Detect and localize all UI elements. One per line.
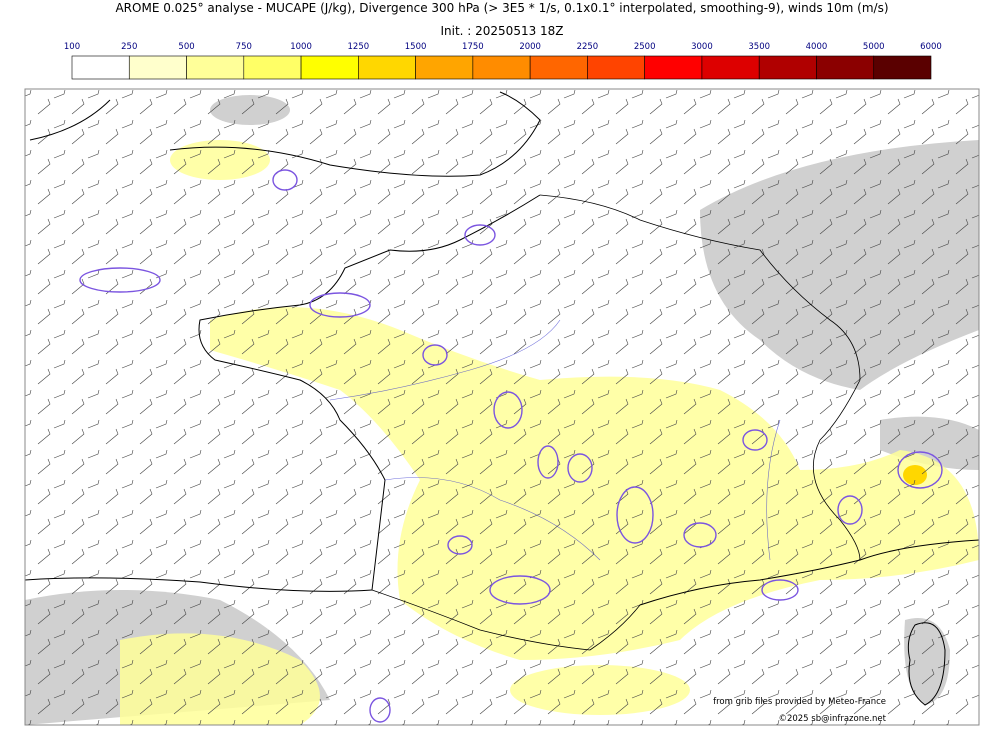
colorbar-level: 1250: [348, 42, 370, 52]
rivers: [329, 319, 781, 561]
map-title: AROME 0.025° analyse - MUCAPE (J/kg), Di…: [115, 1, 888, 15]
colorbar-level: 3500: [748, 42, 770, 52]
colorbar-level: 1500: [405, 42, 427, 52]
colorbar-level: 6000: [920, 42, 942, 52]
map-area: from grib files provided by Meteo-France…: [25, 89, 979, 725]
map-frame: [24, 88, 980, 726]
copyright: ©2025 sb@infrazone.net: [778, 714, 886, 724]
colorbar-level: 1000: [290, 42, 312, 52]
colorbar-level: 1750: [462, 42, 484, 52]
divergence-contours: [79, 169, 943, 723]
colorbar-level: 3000: [691, 42, 713, 52]
borders: [371, 194, 861, 651]
colorbar-level: 2250: [577, 42, 599, 52]
colorbar-bin: [71, 55, 130, 80]
colorbar-level: 250: [121, 42, 137, 52]
colorbar-level: 100: [64, 42, 80, 52]
colorbar-bin: [758, 55, 817, 80]
colorbar-level: 750: [236, 42, 252, 52]
colorbar-bin: [587, 55, 645, 80]
wind-barbs: [25, 89, 979, 725]
colorbar: 100 250 500 750 1000 1250 1500 1750 2000 2250 2500…: [64, 42, 942, 80]
colorbar-level: 500: [178, 42, 194, 52]
colorbar-bin: [415, 55, 474, 80]
colorbar-bin: [644, 55, 703, 80]
colorbar-bin: [300, 55, 359, 80]
colorbar-bin: [472, 55, 531, 80]
coastlines: [25, 91, 979, 706]
colorbar-bin: [358, 55, 416, 80]
colorbar-bin: [816, 55, 875, 80]
colorbar-bin: [243, 55, 302, 80]
colorbar-level: 2500: [634, 42, 656, 52]
colorbar-level: 4000: [806, 42, 828, 52]
colorbar-bin: [529, 55, 588, 80]
colorbar-level: 2000: [519, 42, 541, 52]
colorbar-bin: [186, 55, 245, 80]
colorbar-bin: [701, 55, 760, 80]
map-subtitle: Init. : 20250513 18Z: [440, 24, 563, 38]
colorbar-bin: [128, 55, 187, 80]
source-credit: from grib files provided by Meteo-France: [713, 697, 886, 707]
colorbar-level: 5000: [863, 42, 885, 52]
colorbar-bin: [873, 55, 932, 80]
